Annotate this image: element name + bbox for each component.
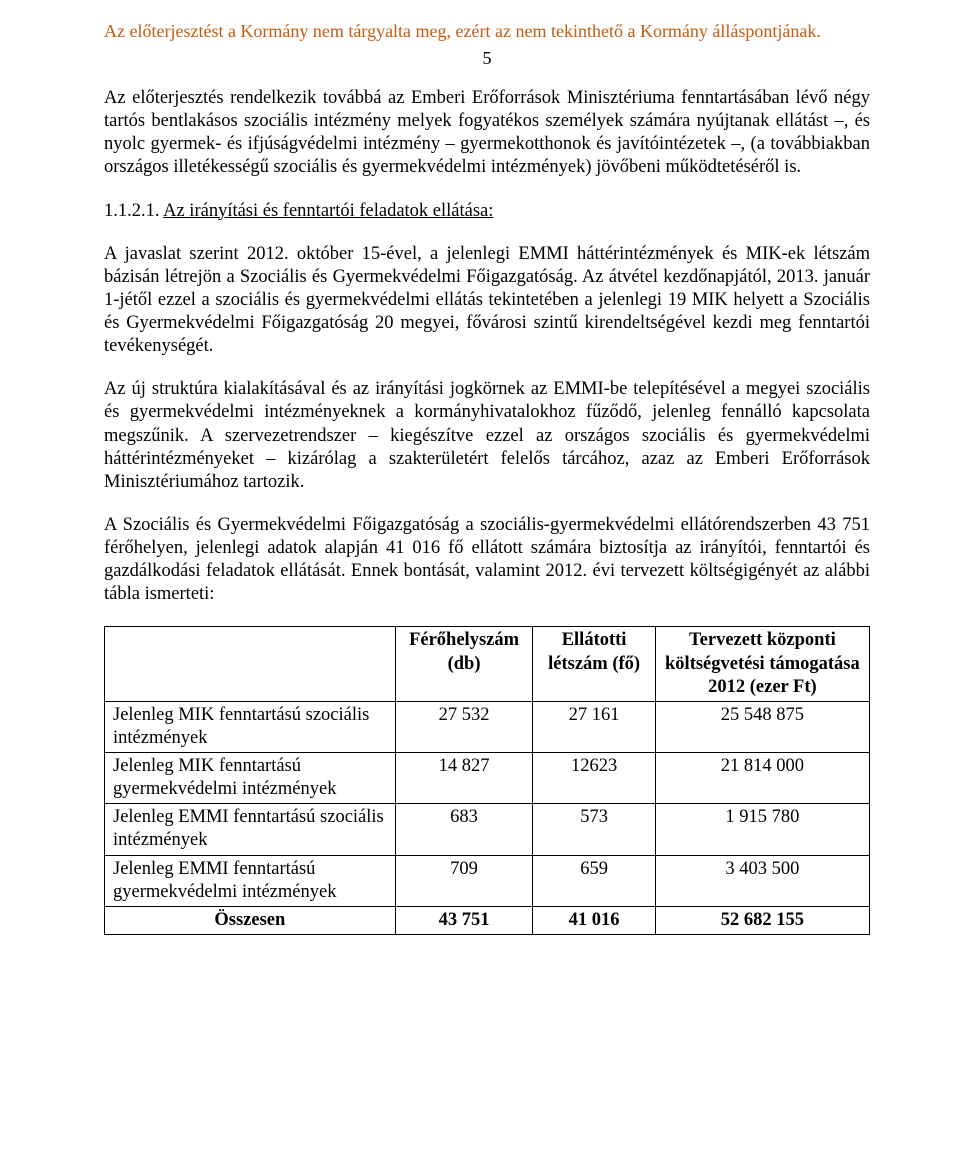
page-container: Az előterjesztést a Kormány nem tárgyalt… (0, 0, 960, 975)
table-cell-value: 683 (395, 804, 533, 855)
table-cell-value: 14 827 (395, 753, 533, 804)
table-cell-total-label: Összesen (105, 906, 396, 934)
paragraph-4: A Szociális és Gyermekvédelmi Főigazgató… (104, 514, 870, 607)
table-cell-value: 573 (533, 804, 655, 855)
table-header-row: Férőhelyszám (db) Ellátotti létszám (fő)… (105, 627, 870, 701)
table-cell-value: 27 532 (395, 701, 533, 752)
table-cell-value: 21 814 000 (655, 753, 869, 804)
table-row: Jelenleg MIK fenntartású gyermekvédelmi … (105, 753, 870, 804)
heading-title: Az irányítási és fenntartói feladatok el… (163, 201, 493, 221)
table-header-count: Ellátotti létszám (fő) (533, 627, 655, 701)
table-cell-value: 1 915 780 (655, 804, 869, 855)
section-heading: 1.1.2.1. Az irányítási és fenntartói fel… (104, 200, 870, 223)
paragraph-2: A javaslat szerint 2012. október 15-ével… (104, 243, 870, 359)
page-number: 5 (104, 47, 870, 70)
table-cell-value: 27 161 (533, 701, 655, 752)
table-row-total: Összesen 43 751 41 016 52 682 155 (105, 906, 870, 934)
table-cell-total-value: 52 682 155 (655, 906, 869, 934)
table-cell-total-value: 41 016 (533, 906, 655, 934)
table-cell-total-value: 43 751 (395, 906, 533, 934)
table-cell-value: 25 548 875 (655, 701, 869, 752)
table-header-budget: Tervezett központi költségvetési támogat… (655, 627, 869, 701)
table-cell-value: 659 (533, 855, 655, 906)
paragraph-3: Az új struktúra kialakításával és az irá… (104, 378, 870, 494)
table-row: Jelenleg MIK fenntartású szociális intéz… (105, 701, 870, 752)
heading-prefix: 1.1.2.1. (104, 201, 163, 221)
table-row: Jelenleg EMMI fenntartású szociális inté… (105, 804, 870, 855)
table-cell-label: Jelenleg MIK fenntartású gyermekvédelmi … (105, 753, 396, 804)
table-header-capacity: Férőhelyszám (db) (395, 627, 533, 701)
table-header-empty (105, 627, 396, 701)
table-cell-value: 12623 (533, 753, 655, 804)
table-cell-value: 709 (395, 855, 533, 906)
table-cell-value: 3 403 500 (655, 855, 869, 906)
table-row: Jelenleg EMMI fenntartású gyermekvédelmi… (105, 855, 870, 906)
data-table: Férőhelyszám (db) Ellátotti létszám (fő)… (104, 626, 870, 935)
table-cell-label: Jelenleg MIK fenntartású szociális intéz… (105, 701, 396, 752)
paragraph-1: Az előterjesztés rendelkezik továbbá az … (104, 87, 870, 180)
disclaimer-text: Az előterjesztést a Kormány nem tárgyalt… (104, 20, 870, 43)
table-cell-label: Jelenleg EMMI fenntartású szociális inté… (105, 804, 396, 855)
table-cell-label: Jelenleg EMMI fenntartású gyermekvédelmi… (105, 855, 396, 906)
